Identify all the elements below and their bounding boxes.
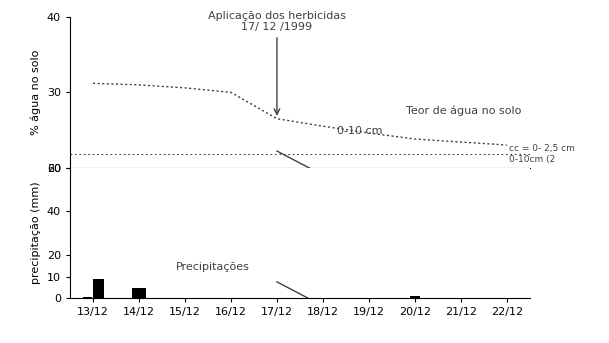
Text: Aplicação dos herbicidas
17/ 12 /1999: Aplicação dos herbicidas 17/ 12 /1999 — [208, 11, 346, 114]
Text: cc = 0- 2,5 cm
0-10cm (2: cc = 0- 2,5 cm 0-10cm (2 — [509, 144, 575, 164]
Text: 0-2,5 cm: 0-2,5 cm — [346, 178, 395, 188]
Bar — [94, 279, 104, 298]
Bar — [132, 287, 146, 298]
Text: 0-10 cm: 0-10 cm — [337, 126, 382, 136]
Bar — [83, 297, 91, 298]
Text: Precipitações: Precipitações — [176, 262, 250, 272]
Bar — [410, 296, 420, 298]
Y-axis label: % água no solo: % água no solo — [31, 50, 41, 135]
Y-axis label: precipitação (mm): precipitação (mm) — [31, 182, 41, 284]
Text: Teor de água no solo: Teor de água no solo — [406, 106, 521, 116]
